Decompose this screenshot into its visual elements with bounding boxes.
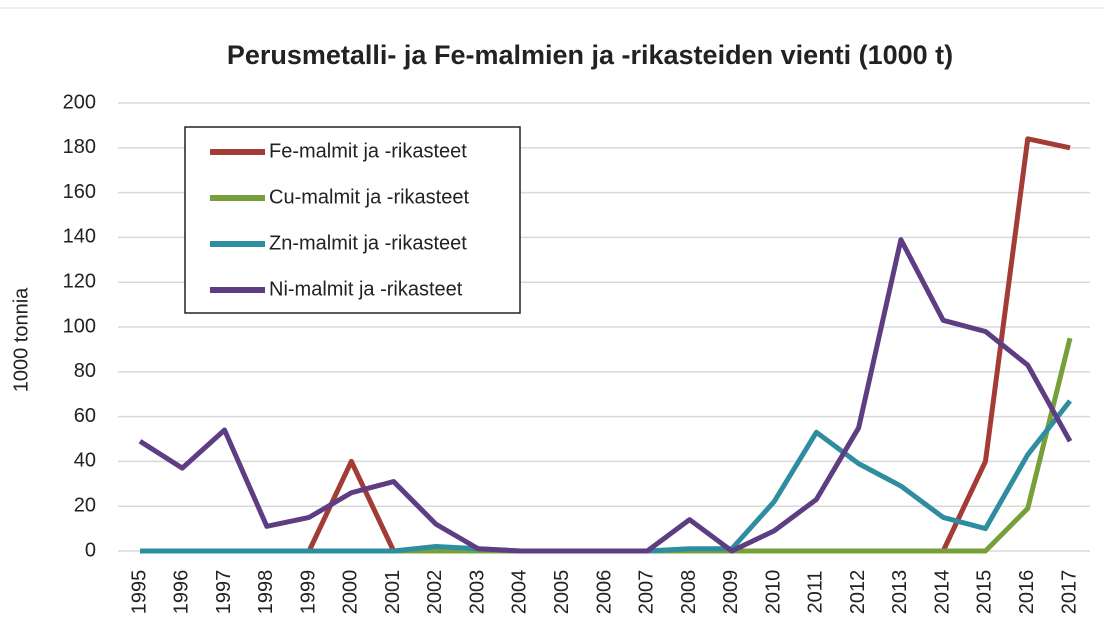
x-tick-label: 2015	[974, 570, 996, 615]
y-tick-label: 60	[74, 405, 96, 427]
y-tick-label: 100	[63, 315, 96, 337]
x-tick-label: 2011	[805, 570, 827, 613]
x-tick-label: 2008	[678, 570, 700, 615]
x-tick-label: 1998	[255, 570, 277, 615]
y-tick-label: 200	[63, 91, 96, 113]
y-axis-label: 1000 tonnia	[10, 287, 32, 392]
legend-label: Fe-malmit ja -rikasteet	[269, 140, 467, 162]
y-tick-label: 0	[85, 539, 96, 561]
x-tick-label: 2002	[424, 570, 446, 615]
x-tick-label: 2009	[720, 570, 742, 615]
series-line	[140, 337, 1073, 554]
x-tick-label: 2012	[847, 570, 869, 615]
x-tick-label: 2010	[762, 570, 784, 615]
x-tick-label: 1997	[213, 570, 235, 615]
series-line	[138, 237, 1073, 554]
x-tick-label: 2016	[1016, 570, 1038, 615]
y-tick-label: 20	[74, 494, 96, 516]
x-tick-label: 2003	[466, 570, 488, 615]
y-tick-label: 120	[63, 270, 96, 292]
y-tick-label: 180	[63, 136, 96, 158]
series-line	[140, 399, 1072, 554]
y-tick-label: 80	[74, 360, 96, 382]
x-tick-label: 2017	[1058, 570, 1080, 615]
chart-title: Perusmetalli- ja Fe-malmien ja -rikastei…	[227, 40, 953, 70]
x-tick-label: 2004	[509, 570, 531, 615]
legend-label: Zn-malmit ja -rikasteet	[269, 232, 467, 254]
x-tick-label: 1996	[171, 570, 193, 615]
x-tick-label: 1999	[297, 570, 319, 615]
x-tick-label: 2006	[593, 570, 615, 615]
x-tick-label: 2001	[382, 570, 404, 615]
x-tick-label: 2005	[551, 570, 573, 615]
legend-label: Ni-malmit ja -rikasteet	[269, 278, 463, 300]
x-tick-label: 1995	[128, 570, 150, 615]
legend-label: Cu-malmit ja -rikasteet	[269, 186, 469, 208]
y-tick-label: 140	[63, 226, 96, 248]
y-tick-label: 160	[63, 181, 96, 203]
legend-box	[184, 126, 521, 314]
x-tick-label: 2014	[931, 570, 953, 615]
y-tick-label: 40	[74, 450, 96, 472]
x-tick-label: 2000	[340, 570, 362, 615]
x-tick-label: 2007	[636, 570, 658, 615]
x-tick-label: 2013	[889, 570, 911, 615]
